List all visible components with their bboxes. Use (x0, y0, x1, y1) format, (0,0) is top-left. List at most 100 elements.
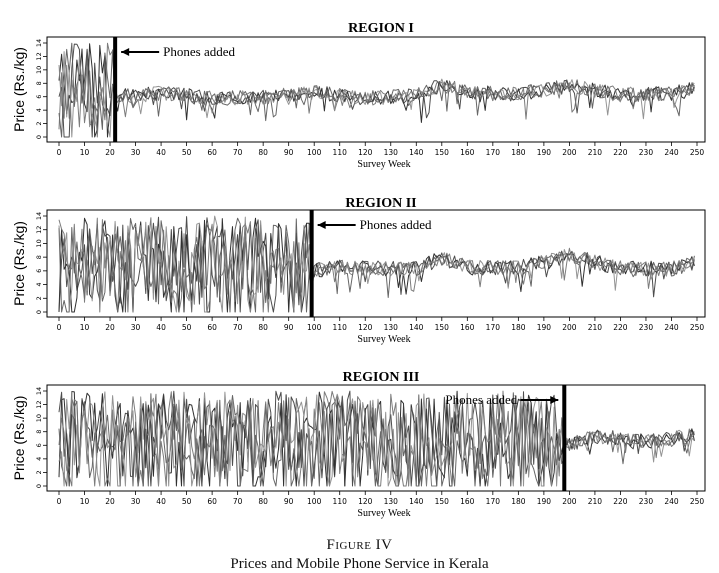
annotation-text: Phones added (163, 44, 235, 59)
chart-title: REGION I (348, 21, 414, 36)
x-tick-label: 150 (435, 323, 450, 332)
y-tick-label: 10 (35, 414, 43, 422)
x-tick-label: 150 (435, 148, 450, 157)
y-tick-label: 14 (35, 387, 43, 395)
series-line (58, 391, 695, 487)
y-tick-label: 0 (35, 310, 43, 314)
y-tick-label: 12 (35, 400, 43, 408)
x-tick-label: 250 (690, 497, 705, 506)
y-tick-label: 6 (35, 95, 43, 99)
x-tick-label: 100 (307, 497, 322, 506)
x-tick-label: 50 (182, 497, 192, 506)
x-tick-label: 20 (105, 323, 115, 332)
y-tick-label: 4 (35, 457, 43, 461)
x-tick-label: 160 (460, 497, 475, 506)
y-axis-label: Price (Rs./kg) (11, 396, 27, 481)
x-tick-label: 30 (131, 497, 141, 506)
x-tick-label: 180 (511, 323, 526, 332)
x-tick-label: 240 (664, 323, 679, 332)
y-tick-label: 10 (35, 239, 43, 247)
annotation-arrow-head (550, 396, 559, 404)
x-tick-label: 120 (358, 148, 373, 157)
y-tick-label: 0 (35, 484, 43, 488)
y-tick-label: 4 (35, 108, 43, 112)
x-tick-label: 10 (80, 148, 90, 157)
x-tick-label: 40 (156, 497, 166, 506)
x-tick-label: 150 (435, 497, 450, 506)
x-tick-label: 40 (156, 148, 166, 157)
x-tick-label: 200 (562, 148, 577, 157)
series-line (58, 51, 695, 138)
plot-frame (46, 384, 706, 492)
x-axis-label: Survey Week (357, 159, 410, 170)
x-tick-label: 60 (207, 323, 217, 332)
x-tick-label: 170 (486, 148, 501, 157)
x-tick-label: 100 (307, 323, 322, 332)
series-line (58, 42, 695, 138)
x-tick-label: 130 (384, 497, 399, 506)
annotation-text: Phones added (445, 392, 517, 407)
x-tick-label: 80 (258, 323, 268, 332)
x-tick-label: 240 (664, 497, 679, 506)
y-tick-label: 2 (35, 122, 43, 126)
x-tick-label: 70 (233, 497, 243, 506)
annotation-text: Phones added (360, 217, 432, 232)
y-tick-label: 14 (35, 212, 43, 220)
x-tick-label: 240 (664, 148, 679, 157)
chart-title: REGION III (343, 370, 420, 385)
x-tick-label: 120 (358, 323, 373, 332)
x-axis-label: Survey Week (357, 508, 410, 519)
x-tick-label: 50 (182, 323, 192, 332)
x-tick-label: 200 (562, 497, 577, 506)
y-tick-label: 14 (35, 39, 43, 47)
x-tick-label: 230 (639, 148, 654, 157)
x-tick-label: 170 (486, 323, 501, 332)
plot-frame (46, 36, 706, 143)
y-tick-label: 2 (35, 470, 43, 474)
x-tick-label: 90 (284, 497, 294, 506)
x-tick-label: 30 (131, 148, 141, 157)
plot-frame (46, 209, 706, 318)
x-tick-label: 110 (333, 497, 348, 506)
x-tick-label: 10 (80, 323, 90, 332)
series-line (58, 392, 695, 487)
x-tick-label: 210 (588, 148, 603, 157)
x-tick-label: 20 (105, 497, 115, 506)
x-tick-label: 40 (156, 323, 166, 332)
y-tick-label: 0 (35, 135, 43, 139)
y-tick-label: 10 (35, 66, 43, 74)
x-tick-label: 0 (57, 148, 62, 157)
x-tick-label: 220 (613, 148, 628, 157)
x-tick-label: 60 (207, 497, 217, 506)
x-tick-label: 80 (258, 497, 268, 506)
x-tick-label: 80 (258, 148, 268, 157)
x-tick-label: 220 (613, 323, 628, 332)
x-tick-label: 200 (562, 323, 577, 332)
figure-caption: Prices and Mobile Phone Service in Keral… (230, 556, 489, 572)
y-tick-label: 8 (35, 430, 43, 434)
x-tick-label: 160 (460, 148, 475, 157)
x-tick-label: 250 (690, 148, 705, 157)
x-tick-label: 180 (511, 497, 526, 506)
y-tick-label: 8 (35, 81, 43, 85)
y-tick-label: 6 (35, 443, 43, 447)
x-tick-label: 230 (639, 497, 654, 506)
series-line (58, 215, 695, 313)
x-tick-label: 130 (384, 148, 399, 157)
chart-title: REGION II (345, 196, 416, 211)
y-tick-label: 4 (35, 283, 43, 287)
annotation-arrow-head (317, 221, 326, 229)
x-tick-label: 60 (207, 148, 217, 157)
x-tick-label: 190 (537, 323, 552, 332)
x-tick-label: 140 (409, 323, 424, 332)
x-tick-label: 170 (486, 497, 501, 506)
x-tick-label: 190 (537, 497, 552, 506)
x-tick-label: 70 (233, 148, 243, 157)
annotation-arrow-head (121, 48, 130, 56)
x-tick-label: 130 (384, 323, 399, 332)
series-line (58, 390, 695, 487)
x-tick-label: 0 (57, 323, 62, 332)
x-tick-label: 250 (690, 323, 705, 332)
